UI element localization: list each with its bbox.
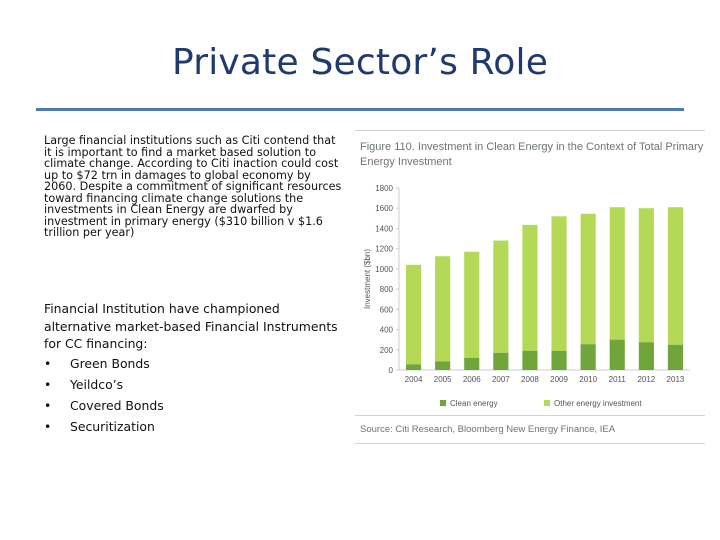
bar-clean-energy bbox=[435, 361, 451, 370]
stacked-bar-chart: 0 200 400 600 800 1000 1200 1400 1600 1800 Investm… bbox=[363, 184, 690, 408]
bar-clean-energy bbox=[522, 350, 538, 370]
figure-frame bbox=[355, 130, 705, 444]
bullet-glyph: • bbox=[44, 355, 52, 371]
chart-title: Figure 110. Investment in Clean Energy i… bbox=[360, 141, 704, 168]
bar-other-energy bbox=[493, 240, 509, 353]
bar-other-energy bbox=[667, 207, 684, 345]
y-tick-label: 1000 bbox=[375, 265, 393, 274]
x-tick-label: 2013 bbox=[667, 375, 685, 384]
y-tick-label: 0 bbox=[389, 366, 394, 375]
bar-other-energy bbox=[435, 256, 451, 362]
bar-clean-energy bbox=[493, 352, 509, 370]
paragraph-2-intro: Financial Institution have championed al… bbox=[44, 301, 338, 351]
title-divider bbox=[36, 108, 684, 111]
x-tick-label: 2010 bbox=[579, 375, 597, 384]
bar-clean-energy bbox=[464, 357, 480, 370]
bar-other-energy bbox=[464, 251, 480, 358]
list-item: • Yeildco’s bbox=[44, 374, 344, 395]
instruments-section: Financial Institution have championed al… bbox=[44, 300, 344, 437]
bullet-glyph: • bbox=[44, 418, 52, 434]
y-axis-label: Investment ($bn) bbox=[363, 249, 372, 309]
legend-swatch-clean bbox=[440, 400, 446, 406]
x-tick-label: 2007 bbox=[492, 375, 510, 384]
x-tick-label: 2012 bbox=[637, 375, 655, 384]
instrument-list: • Green Bonds • Yeildco’s • Covered Bonds •… bbox=[44, 353, 344, 437]
legend-label-other: Other energy investment bbox=[554, 399, 642, 408]
bar-clean-energy bbox=[638, 342, 654, 370]
chart-source: Source: Citi Research, Bloomberg New Ene… bbox=[360, 424, 616, 435]
x-tick-label: 2004 bbox=[405, 375, 423, 384]
y-tick-label: 1400 bbox=[375, 224, 393, 233]
y-tick-label: 800 bbox=[380, 285, 394, 294]
bar-other-energy bbox=[405, 264, 422, 365]
list-item: • Covered Bonds bbox=[44, 395, 344, 416]
bar-other-energy bbox=[580, 213, 596, 345]
bar-clean-energy bbox=[405, 364, 422, 370]
bar-clean-energy bbox=[580, 344, 596, 370]
bullet-text: Covered Bonds bbox=[70, 397, 164, 413]
legend-swatch-other bbox=[544, 400, 550, 406]
source-divider bbox=[355, 415, 705, 416]
list-item: • Green Bonds bbox=[44, 353, 344, 374]
bar-other-energy bbox=[522, 224, 538, 351]
y-tick-label: 1800 bbox=[375, 184, 393, 193]
paragraph-1: Large financial institutions such as Cit… bbox=[44, 134, 342, 239]
x-tick-label: 2008 bbox=[521, 375, 539, 384]
y-tick-label: 200 bbox=[380, 346, 394, 355]
bar-other-energy bbox=[638, 208, 654, 343]
y-tick-label: 400 bbox=[380, 326, 394, 335]
bar-other-energy bbox=[609, 207, 625, 340]
list-item: • Securitization bbox=[44, 416, 344, 437]
bullet-text: Green Bonds bbox=[70, 355, 150, 371]
x-tick-label: 2006 bbox=[463, 375, 481, 384]
bar-clean-energy bbox=[667, 344, 684, 370]
y-tick-label: 1200 bbox=[375, 245, 393, 254]
bar-other-energy bbox=[551, 216, 567, 351]
bullet-text: Securitization bbox=[70, 418, 155, 434]
x-tick-label: 2005 bbox=[434, 375, 452, 384]
x-tick-label: 2009 bbox=[550, 375, 568, 384]
bullet-text: Yeildco’s bbox=[70, 376, 124, 392]
bar-clean-energy bbox=[609, 339, 625, 370]
intro-paragraph: Large financial institutions such as Cit… bbox=[44, 135, 344, 239]
x-tick-label: 2011 bbox=[609, 375, 627, 384]
legend-label-clean: Clean energy bbox=[450, 399, 498, 408]
bullet-glyph: • bbox=[44, 376, 52, 392]
slide-title: Private Sector’s Role bbox=[171, 42, 549, 83]
bar-clean-energy bbox=[551, 350, 567, 370]
y-tick-label: 600 bbox=[380, 305, 394, 314]
y-tick-label: 1600 bbox=[375, 204, 393, 213]
bullet-glyph: • bbox=[44, 397, 52, 413]
